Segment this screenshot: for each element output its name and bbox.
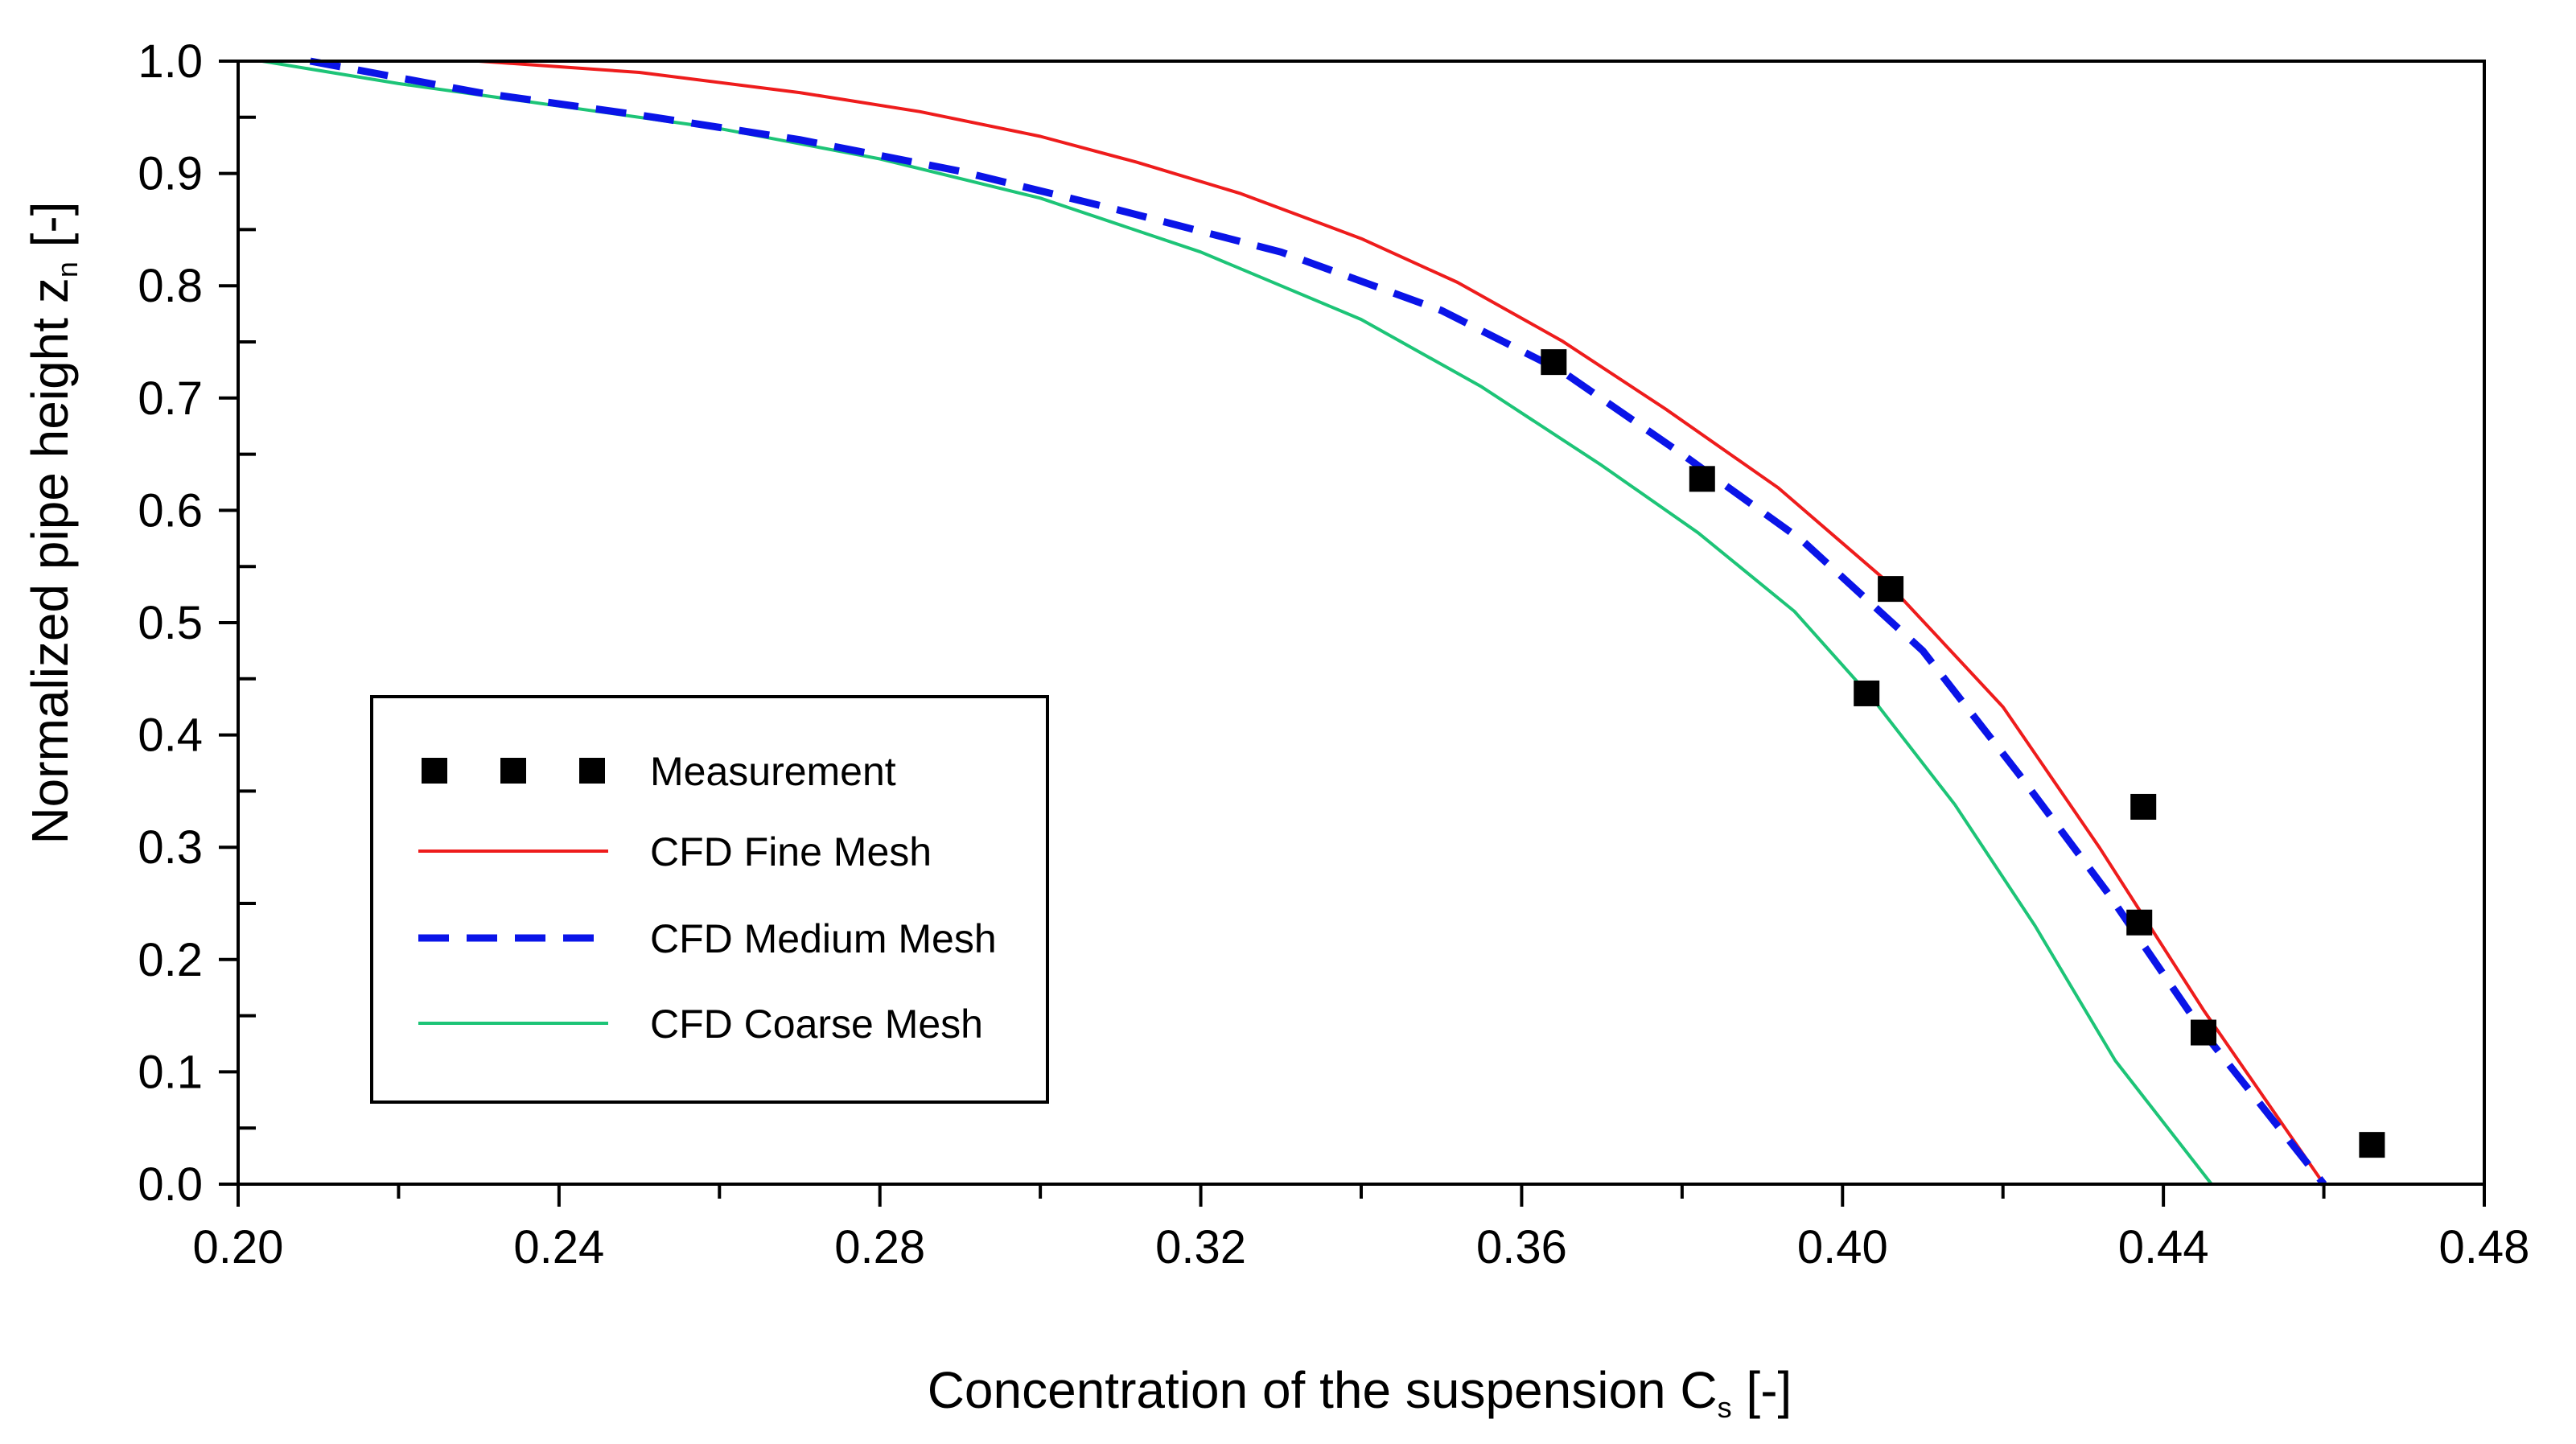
legend: Measurement CFD Fine Mesh CFD Medium Mesh C…	[370, 695, 1049, 1104]
legend-marker-measurement	[422, 758, 447, 784]
y-tick-label: 0.0	[138, 1158, 203, 1211]
y-axis-title-sub: n	[51, 261, 84, 278]
x-axis-ticks: 0.20 0.24 0.28 0.32 0.36 0.40 0.44 0.48	[193, 1184, 2530, 1273]
y-axis-ticks: 0.0 0.1 0.2 0.3 0.4 0.5 0.6 0.7 0.8 0.9 1.0	[138, 35, 256, 1211]
x-tick-label: 0.40	[1797, 1221, 1888, 1273]
y-tick-label: 0.5	[138, 597, 203, 649]
measurement-point	[1878, 576, 1904, 603]
legend-box	[370, 695, 1049, 1104]
measurement-point	[2130, 793, 2157, 820]
series-line-cfd-medium-mesh	[309, 57, 2327, 1187]
x-tick-label: 0.24	[513, 1221, 604, 1273]
y-axis-title: Normalized pipe height zn [-]	[21, 201, 84, 844]
series-layer	[261, 57, 2385, 1187]
legend-label-cfd-coarse-mesh: CFD Coarse Mesh	[650, 1002, 983, 1047]
y-tick-label: 0.1	[138, 1046, 203, 1098]
x-tick-label: 0.28	[834, 1221, 925, 1273]
measurement-point	[1541, 349, 1567, 376]
measurement-point	[2126, 909, 2153, 936]
y-tick-label: 1.0	[138, 35, 203, 88]
x-tick-label: 0.44	[2118, 1221, 2209, 1273]
y-tick-label: 0.4	[138, 710, 203, 762]
measurement-point	[2191, 1019, 2216, 1046]
legend-label-measurement: Measurement	[650, 749, 896, 794]
y-tick-label: 0.7	[138, 372, 203, 425]
legend-label-cfd-fine-mesh: CFD Fine Mesh	[650, 829, 932, 874]
x-tick-label: 0.20	[193, 1221, 284, 1273]
x-tick-label: 0.36	[1476, 1221, 1567, 1273]
x-axis-title: Concentration of the suspension Cs [-]	[928, 1361, 1792, 1424]
y-tick-label: 0.3	[138, 821, 203, 874]
y-tick-label: 0.2	[138, 934, 203, 986]
plot-frame	[237, 60, 2486, 1186]
x-tick-label: 0.48	[2439, 1221, 2530, 1273]
legend-marker-measurement	[579, 758, 605, 784]
y-axis-title-main: Normalized pipe height z	[21, 278, 79, 844]
series-line-cfd-fine-mesh	[478, 60, 2326, 1186]
y-tick-label: 0.8	[138, 260, 203, 312]
y-tick-label: 0.6	[138, 484, 203, 537]
x-axis-title-suffix: [-]	[1732, 1361, 1792, 1419]
legend-marker-measurement	[500, 758, 526, 784]
measurement-point	[2359, 1132, 2385, 1158]
y-tick-label: 0.9	[138, 148, 203, 200]
x-axis-title-main: Concentration of the suspension C	[928, 1361, 1718, 1419]
y-axis-title-suffix: [-]	[21, 201, 79, 261]
measurement-point	[1854, 680, 1880, 706]
legend-label-cfd-medium-mesh: CFD Medium Mesh	[650, 916, 997, 961]
measurement-point	[1689, 466, 1715, 492]
x-tick-label: 0.32	[1155, 1221, 1246, 1273]
x-axis-title-sub: s	[1718, 1391, 1732, 1424]
